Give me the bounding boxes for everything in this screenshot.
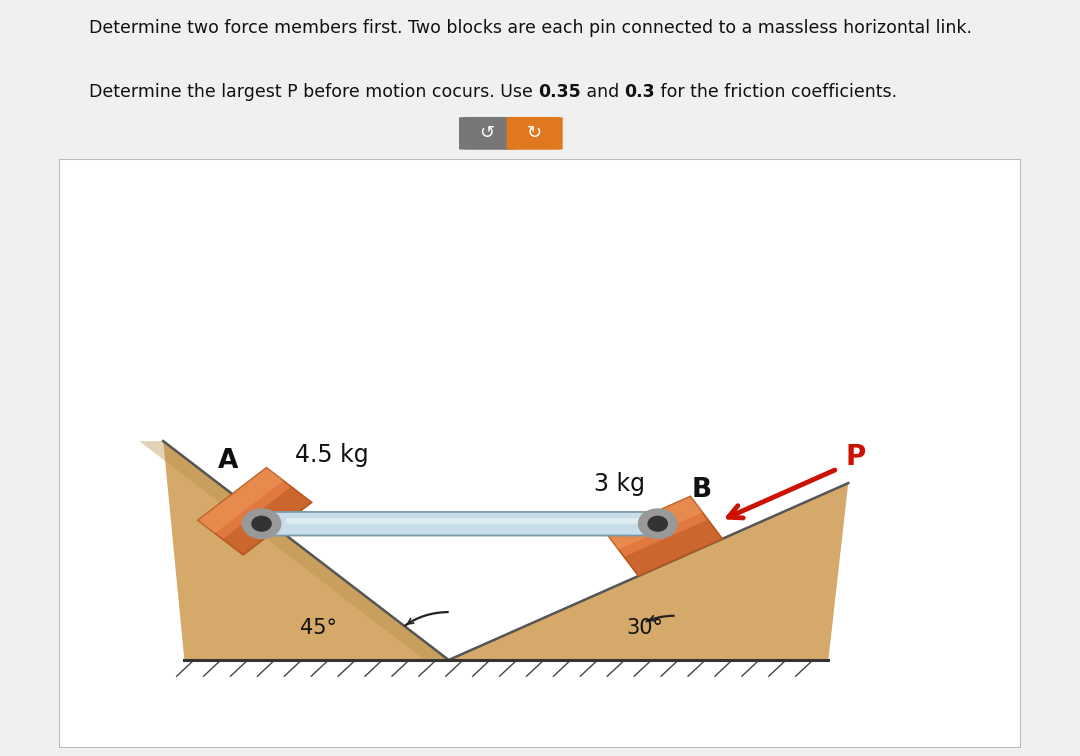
Text: Determine two force members first. Two blocks are each pin connected to a massle: Determine two force members first. Two b…: [89, 19, 972, 37]
FancyBboxPatch shape: [59, 159, 1021, 748]
Polygon shape: [222, 487, 312, 555]
Circle shape: [648, 516, 667, 531]
FancyBboxPatch shape: [459, 117, 515, 150]
Polygon shape: [198, 468, 283, 533]
Text: and: and: [581, 82, 624, 101]
Circle shape: [638, 509, 677, 538]
FancyBboxPatch shape: [507, 117, 563, 150]
Text: 30°: 30°: [626, 618, 663, 638]
Polygon shape: [448, 483, 848, 660]
Polygon shape: [607, 497, 723, 576]
Text: 3 kg: 3 kg: [594, 472, 645, 496]
Circle shape: [242, 509, 281, 538]
Text: B: B: [692, 477, 712, 503]
Circle shape: [252, 516, 271, 531]
Text: for the friction coefficients.: for the friction coefficients.: [656, 82, 897, 101]
Text: ↻: ↻: [527, 124, 542, 142]
Polygon shape: [607, 497, 702, 550]
Text: 45°: 45°: [300, 618, 337, 638]
Polygon shape: [139, 441, 448, 660]
Text: Determine the largest P before motion cocurs. Use: Determine the largest P before motion co…: [89, 82, 538, 101]
FancyBboxPatch shape: [254, 512, 665, 535]
Polygon shape: [624, 519, 723, 576]
Text: A: A: [218, 448, 239, 474]
Text: 0.3: 0.3: [624, 82, 656, 101]
Polygon shape: [198, 468, 312, 555]
Text: P: P: [845, 443, 865, 471]
Polygon shape: [163, 441, 448, 660]
Text: 0.35: 0.35: [538, 82, 581, 101]
Text: ↺: ↺: [480, 124, 495, 142]
Text: 4.5 kg: 4.5 kg: [295, 443, 368, 467]
